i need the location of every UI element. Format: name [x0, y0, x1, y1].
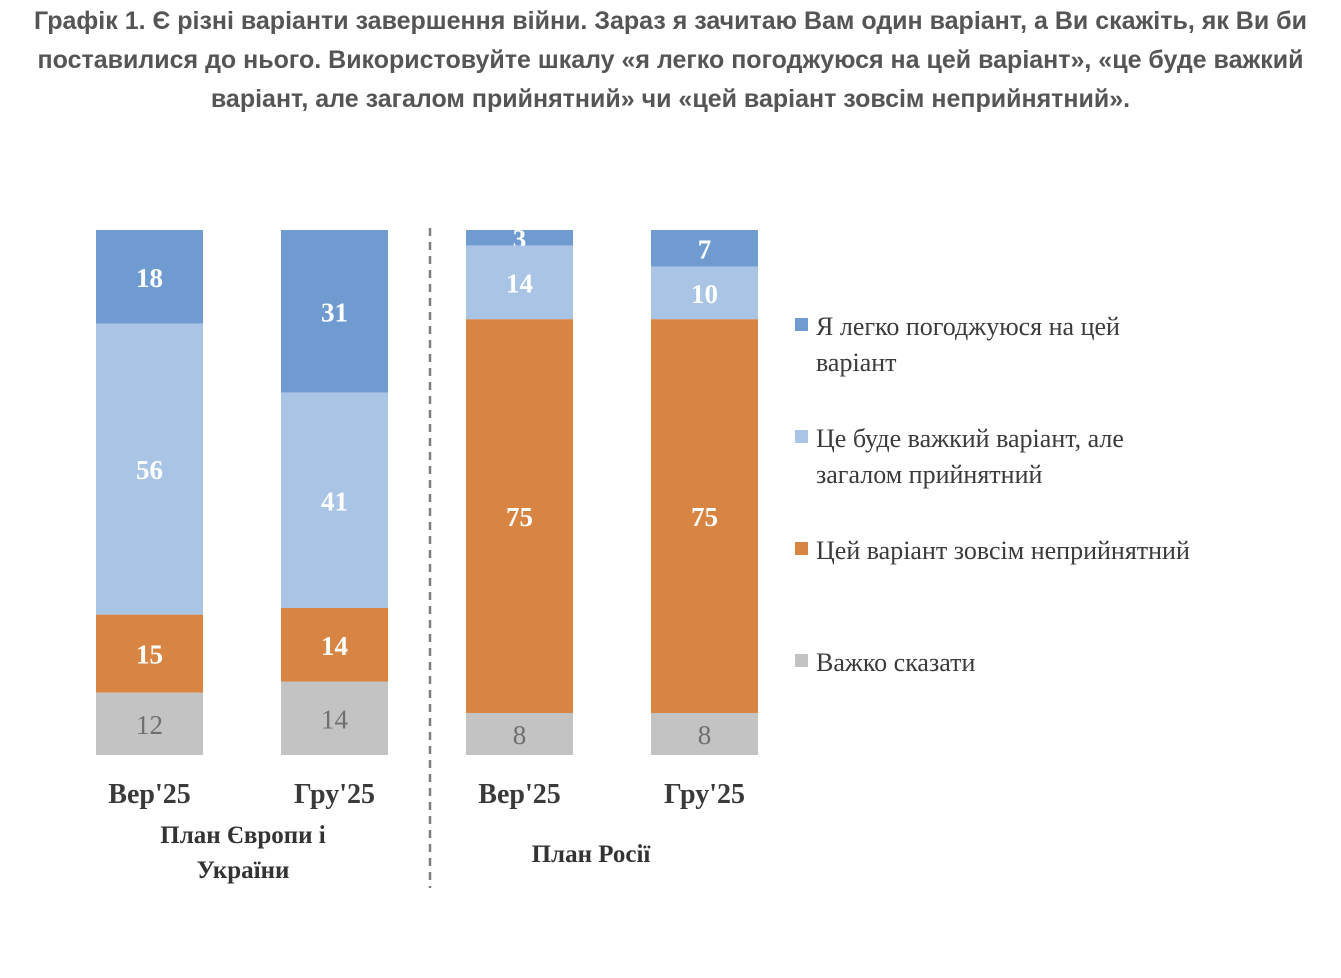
data-label: 8	[513, 720, 527, 750]
x-axis-labels: Вер'25 Гру'25 Вер'25 Гру'25	[108, 779, 745, 810]
legend-label: Важко сказати	[816, 648, 975, 677]
legend-label: Цей варіант зовсім неприйнятний	[816, 536, 1190, 565]
group-label: План Росії	[532, 841, 652, 868]
legend-label: варіант	[816, 348, 897, 377]
data-label: 8	[698, 720, 712, 750]
data-label: 75	[506, 502, 533, 532]
legend-swatch	[795, 654, 808, 667]
legend-swatch	[795, 542, 808, 555]
bar-segment	[466, 319, 573, 713]
data-label: 75	[691, 502, 718, 532]
data-label: 14	[321, 704, 349, 734]
bar-segment	[281, 230, 388, 393]
bar-segment	[96, 614, 203, 693]
legend-label: Я легко погоджуюся на цей	[816, 312, 1120, 341]
x-tick-label: Гру'25	[664, 779, 745, 810]
bar-segment	[466, 245, 573, 320]
group-label: України	[197, 857, 290, 884]
legend: Я легко погоджуюся на цей варіант Це буде …	[795, 312, 1190, 677]
x-tick-label: Вер'25	[478, 779, 560, 810]
bar-segment	[466, 713, 573, 755]
bar-segment	[651, 319, 758, 713]
data-label: 14	[506, 269, 533, 299]
bar-segment	[281, 392, 388, 608]
data-label: 10	[691, 279, 718, 309]
bar-segment	[281, 608, 388, 682]
data-label: 15	[136, 640, 163, 670]
data-label: 18	[136, 263, 163, 293]
bar-segment	[651, 266, 758, 320]
bar-segment	[96, 692, 203, 755]
legend-swatch	[795, 318, 808, 331]
bar-segment	[651, 713, 758, 755]
bar-segment	[96, 230, 203, 324]
bar-segment	[466, 230, 573, 246]
chart-title: Графік 1. Є різні варіанти завершення ві…	[34, 7, 1307, 113]
data-label: 7	[698, 234, 712, 264]
bar-segment	[281, 681, 388, 755]
group-labels: План Європи і України План Росії	[160, 822, 651, 884]
bar-segment	[651, 230, 758, 267]
group-label: План Європи і	[160, 822, 326, 849]
x-tick-label: Гру'25	[294, 779, 375, 810]
legend-label: загалом прийнятний	[816, 460, 1042, 489]
legend-label: Це буде важкий варіант, але	[816, 424, 1124, 453]
bar-segment	[96, 323, 203, 615]
data-label: 14	[321, 631, 348, 661]
data-label: 12	[136, 710, 163, 740]
data-label: 31	[321, 297, 348, 327]
legend-swatch	[795, 430, 808, 443]
x-tick-label: Вер'25	[108, 779, 190, 810]
data-label: 41	[321, 486, 348, 516]
data-label: 56	[136, 455, 163, 485]
